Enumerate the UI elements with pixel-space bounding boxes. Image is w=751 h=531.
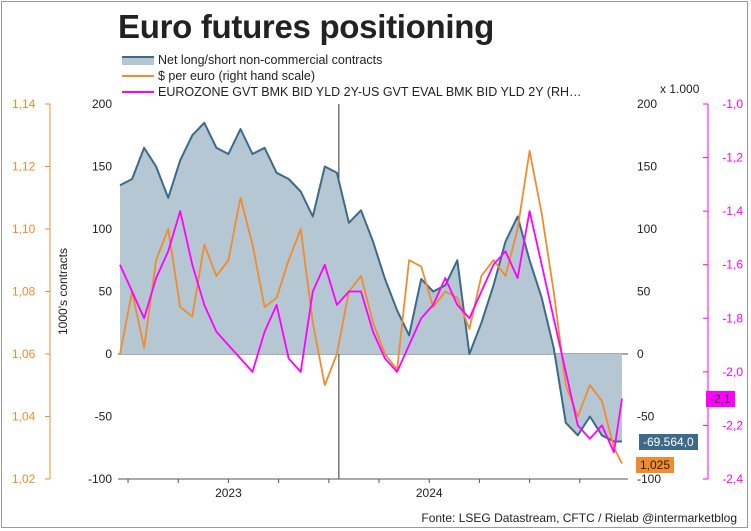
contracts-right-tick: 200 bbox=[637, 97, 657, 111]
contracts-right-tick: -50 bbox=[637, 410, 655, 424]
last-value-eurusd: 1,025 bbox=[636, 457, 675, 473]
legend-label-spread: EUROZONE GVT BMK BID YLD 2Y-US GVT EVAL … bbox=[158, 85, 582, 99]
eurusd-tick: 1,14 bbox=[12, 97, 36, 111]
legend: Net long/short non-commercial contracts … bbox=[120, 52, 582, 100]
contracts-left-tick: 100 bbox=[92, 222, 112, 236]
chart-title: Euro futures positioning bbox=[118, 8, 494, 45]
eurusd-tick: 1,08 bbox=[12, 285, 36, 299]
contracts-left-tick: 150 bbox=[92, 160, 112, 174]
legend-label-eurusd: $ per euro (right hand scale) bbox=[158, 69, 316, 83]
spread-tick: -1,8 bbox=[722, 311, 743, 325]
legend-swatch-eurusd bbox=[122, 75, 154, 77]
source-note: Fonte: LSEG Datastream, CFTC / Rielab @i… bbox=[421, 511, 737, 525]
series-area-positioning bbox=[120, 122, 622, 442]
legend-swatch-positioning bbox=[122, 56, 154, 65]
eurusd-tick: 1,02 bbox=[12, 472, 36, 486]
series-line-eurusd bbox=[119, 150, 623, 464]
contracts-left-tick: 50 bbox=[99, 285, 113, 299]
spread-tick: -1,6 bbox=[722, 258, 743, 272]
contracts-right-tick: -100 bbox=[637, 472, 661, 486]
last-value-positioning: -69.564,0 bbox=[639, 434, 698, 450]
spread-tick: -1,4 bbox=[722, 204, 743, 218]
legend-item-positioning: Net long/short non-commercial contracts bbox=[120, 52, 582, 68]
contracts-right-tick: 0 bbox=[637, 347, 644, 361]
spread-tick: -2,0 bbox=[722, 365, 743, 379]
x-tick-2024: 2024 bbox=[416, 486, 443, 500]
legend-item-spread: EUROZONE GVT BMK BID YLD 2Y-US GVT EVAL … bbox=[120, 84, 582, 100]
spread-tick: -1,2 bbox=[722, 151, 743, 165]
contracts-right-tick: 100 bbox=[637, 222, 657, 236]
series-line-spread bbox=[119, 210, 623, 454]
legend-label-positioning: Net long/short non-commercial contracts bbox=[158, 53, 383, 67]
spread-tick: -2,4 bbox=[722, 472, 743, 486]
contracts-right-tick: 150 bbox=[637, 160, 657, 174]
spread-tick: -2,2 bbox=[722, 418, 743, 432]
contracts-left-tick: 200 bbox=[92, 97, 112, 111]
contracts-left-tick: 0 bbox=[105, 347, 112, 361]
contracts-right-tick: 50 bbox=[637, 285, 651, 299]
x-tick-2023: 2023 bbox=[215, 486, 242, 500]
last-value-spread: -2,1 bbox=[706, 391, 735, 407]
contracts-left-tick: -100 bbox=[88, 472, 112, 486]
series-line-positioning bbox=[119, 121, 622, 443]
eurusd-tick: 1,10 bbox=[12, 222, 36, 236]
eurusd-tick: 1,04 bbox=[12, 410, 36, 424]
left-axis-title: 1000's contracts bbox=[56, 248, 70, 335]
scale-note: x 1.000 bbox=[660, 82, 700, 96]
legend-swatch-spread bbox=[122, 91, 154, 93]
spread-tick: -1,0 bbox=[722, 97, 743, 111]
legend-item-eurusd: $ per euro (right hand scale) bbox=[120, 68, 582, 84]
contracts-left-tick: -50 bbox=[95, 410, 113, 424]
eurusd-tick: 1,12 bbox=[12, 160, 36, 174]
eurusd-tick: 1,06 bbox=[12, 347, 36, 361]
